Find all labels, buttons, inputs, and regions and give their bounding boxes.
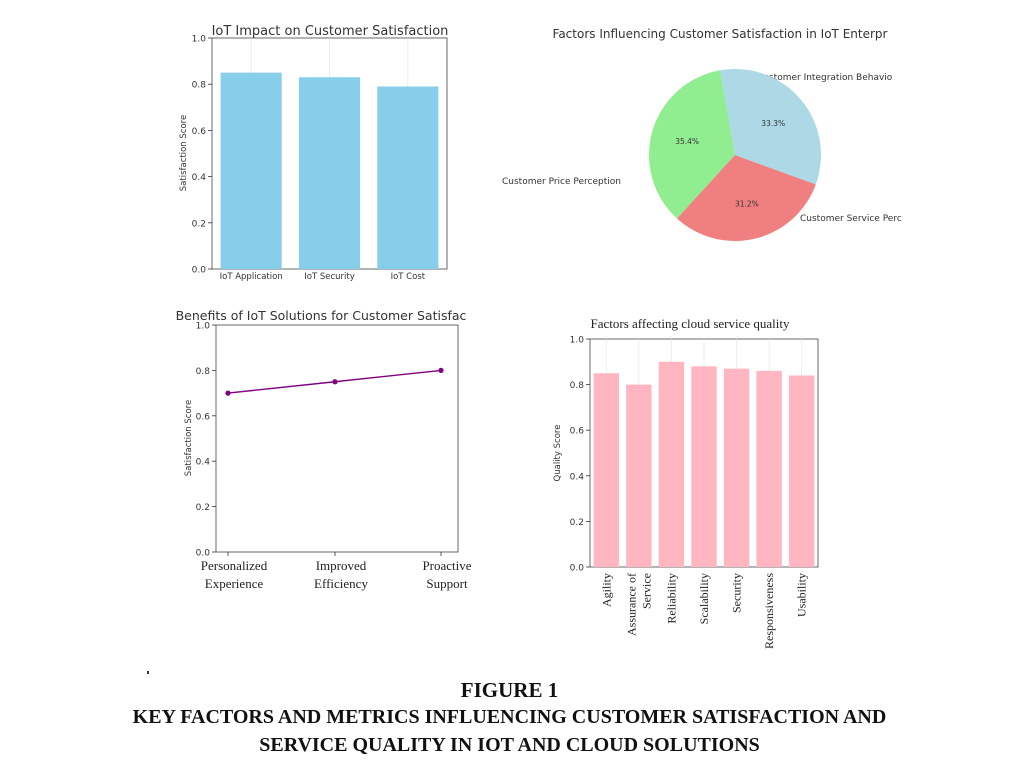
cloud-quality-y-tick-label: 1.0 [570, 336, 585, 346]
iot-impact-y-tick-label: 0.2 [192, 219, 206, 229]
cloud-quality-bar [723, 368, 750, 567]
chart-factors-pie: Factors Influencing Customer Satisfactio… [502, 27, 902, 241]
benefits-x-tick-label: Experience [205, 576, 264, 591]
iot-impact-title: IoT Impact on Customer Satisfaction [212, 24, 449, 39]
cloud-quality-y-tick-label: 0.2 [570, 518, 584, 528]
benefits-y-tick-label: 0.4 [196, 458, 211, 468]
cloud-quality-bar [691, 366, 717, 567]
cloud-quality-bar [593, 373, 619, 567]
benefits-x-tick-label: Improved [316, 558, 367, 573]
benefits-point [332, 379, 338, 385]
benefits-y-tick-label: 0.0 [196, 549, 211, 559]
benefits-x-tick-label: Proactive [422, 558, 471, 573]
cloud-quality-x-tick-label: Assurance of [624, 573, 638, 636]
cloud-quality-ylabel: Quality Score [553, 425, 563, 482]
figure-caption-line-1: KEY FACTORS AND METRICS INFLUENCING CUST… [132, 706, 887, 728]
cloud-quality-x-tick-label: Service [639, 573, 653, 609]
iot-impact-bar [220, 72, 282, 270]
pie-slice-pct-label: 33.3% [761, 119, 785, 128]
cloud-quality-y-tick-label: 0.0 [570, 564, 585, 574]
iot-impact-bar [298, 77, 361, 270]
iot-impact-y-tick-label: 0.6 [192, 127, 207, 137]
cloud-quality-x-tick-label: Usability [795, 573, 809, 617]
cloud-quality-y-tick-label: 0.8 [570, 381, 585, 391]
benefits-point [438, 367, 444, 373]
iot-impact-bar [377, 86, 439, 269]
benefits-x-tick-label: Support [426, 576, 468, 591]
iot-impact-y-tick-label: 0.4 [192, 173, 207, 183]
figure-label: FIGURE 1 [460, 678, 559, 702]
benefits-title: Benefits of IoT Solutions for Customer S… [176, 308, 467, 323]
cloud-quality-x-tick-label: Responsiveness [762, 573, 776, 649]
cloud-quality-bar [756, 370, 782, 567]
cloud-quality-bar [789, 375, 815, 567]
benefits-y-tick-label: 0.2 [196, 503, 210, 513]
cloud-quality-y-tick-label: 0.4 [570, 472, 585, 482]
cloud-quality-x-tick-label: Agility [599, 573, 613, 607]
benefits-y-tick-label: 0.8 [196, 367, 211, 377]
cloud-quality-bar [626, 384, 652, 567]
benefits-x-tick-label: Efficiency [314, 576, 368, 591]
iot-impact-ylabel: Satisfaction Score [179, 115, 189, 191]
pie-slice-label: Customer Service Perc [800, 214, 902, 224]
pie-slice-label: Customer Price Perception [502, 177, 621, 187]
iot-impact-y-tick-label: 1.0 [192, 35, 207, 45]
chart-iot-impact: 0.0 0.2 0.4 0.6 0.8 1.0 IoT Impact on Customer… [179, 24, 448, 282]
benefits-plot-frame [215, 324, 459, 553]
iot-impact-x-tick-label: IoT Application [220, 272, 283, 282]
pie-slice [676, 155, 816, 241]
benefits-point [225, 390, 231, 396]
pie-title: Factors Influencing Customer Satisfactio… [553, 27, 888, 41]
cloud-quality-x-tick-label: Security [730, 573, 744, 613]
benefits-ylabel: Satisfaction Score [184, 400, 194, 476]
cloud-quality-bar [658, 361, 685, 567]
chart-cloud-quality: 0.0 0.2 0.4 0.6 0.8 1.0 Factors affecting clou… [553, 316, 819, 649]
pie-slice [720, 69, 821, 185]
iot-impact-y-tick-label: 0.8 [192, 81, 207, 91]
cloud-quality-title: Factors affecting cloud service quality [590, 316, 790, 331]
cloud-quality-x-tick-label: Reliability [664, 573, 678, 624]
cloud-quality-x-tick-label: Scalability [697, 573, 711, 624]
benefits-y-tick-label: 0.6 [196, 412, 211, 422]
iot-impact-y-tick-label: 0.0 [192, 266, 207, 276]
pie-slice-label: Customer Integration Behavio [757, 73, 893, 83]
iot-impact-x-tick-label: IoT Cost [391, 272, 426, 282]
iot-impact-x-tick-label: IoT Security [304, 272, 355, 282]
stray-mark [147, 671, 149, 674]
cloud-quality-y-tick-label: 0.6 [570, 427, 585, 437]
pie-slice-pct-label: 31.2% [735, 199, 759, 208]
pie-slice-pct-label: 35.4% [675, 137, 699, 146]
benefits-x-tick-label: Personalized [201, 558, 268, 573]
figure-caption-line-2: SERVICE QUALITY IN IOT AND CLOUD SOLUTIO… [259, 734, 760, 756]
benefits-y-tick-label: 1.0 [196, 322, 211, 332]
pie-slice [649, 70, 735, 219]
